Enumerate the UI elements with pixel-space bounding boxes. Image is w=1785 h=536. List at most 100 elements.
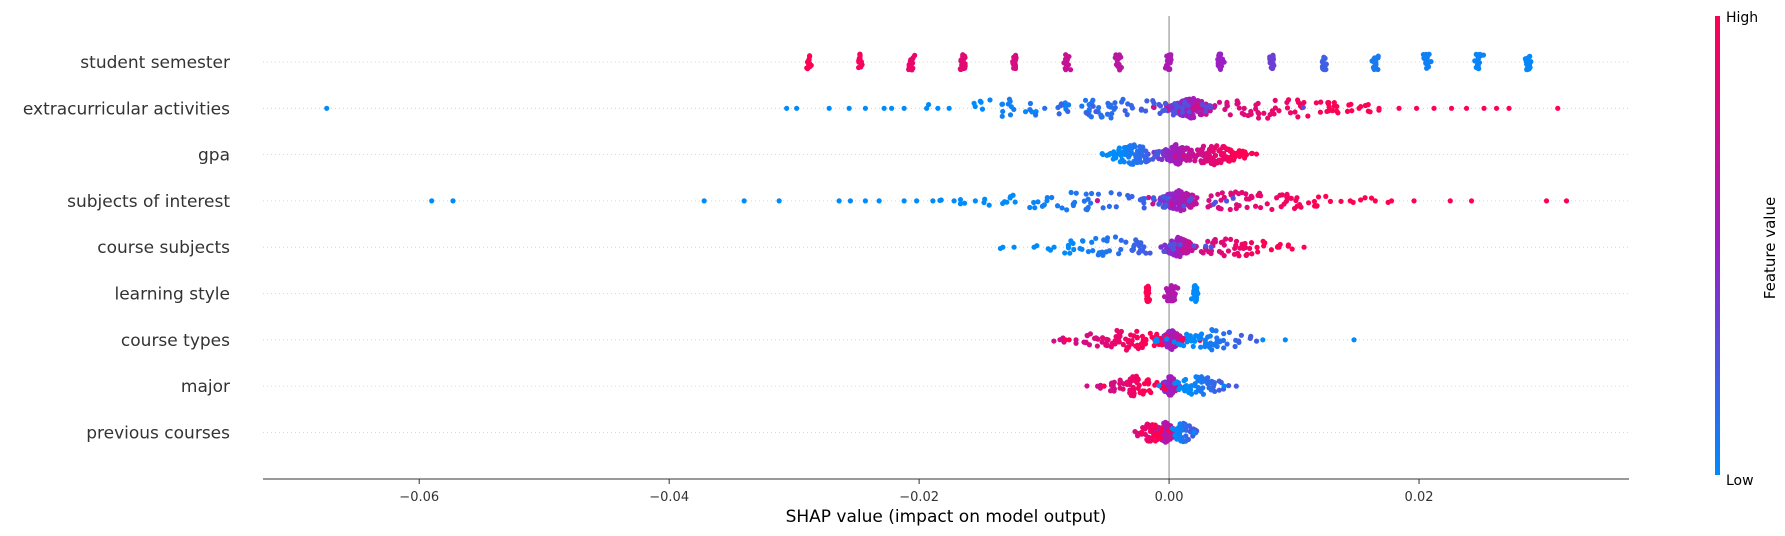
shap-point	[1079, 103, 1085, 109]
shap-point	[1276, 244, 1282, 250]
shap-point	[1216, 99, 1223, 105]
shap-point	[1190, 106, 1196, 112]
shap-point	[1108, 344, 1114, 350]
shap-point	[1271, 111, 1277, 117]
shap-point	[1194, 147, 1201, 153]
shap-point	[1227, 206, 1233, 213]
shap-point	[1285, 97, 1292, 103]
shap-point	[1146, 438, 1152, 444]
shap-point	[1167, 434, 1173, 440]
shap-point	[1356, 105, 1362, 111]
shap-point	[1115, 61, 1121, 68]
shap-point	[1012, 199, 1018, 205]
shap-point	[1208, 143, 1214, 150]
shap-point	[1207, 158, 1214, 164]
shap-point	[1080, 238, 1086, 244]
shap-point	[1099, 339, 1105, 345]
feature-label: major	[181, 377, 230, 397]
shap-point	[1147, 250, 1153, 256]
feature-label: extracurricular activities	[23, 99, 230, 119]
shap-point	[1116, 151, 1122, 157]
shap-point	[1005, 101, 1011, 107]
shap-point	[858, 59, 865, 65]
shap-point	[1282, 337, 1288, 343]
shap-point	[1123, 144, 1129, 151]
shap-point	[1134, 335, 1140, 341]
shap-point	[1295, 97, 1301, 103]
shap-point	[1317, 109, 1324, 115]
shap-point	[1166, 342, 1173, 348]
shap-point	[1292, 109, 1298, 115]
shap-point	[1388, 198, 1395, 204]
shap-point	[1090, 103, 1096, 109]
feature-label: subjects of interest	[67, 192, 230, 212]
shap-point	[938, 197, 944, 203]
shap-point	[1168, 291, 1175, 297]
shap-point	[1120, 341, 1126, 348]
shap-point	[1083, 191, 1089, 197]
shap-point	[1203, 243, 1209, 249]
shap-point	[1481, 105, 1487, 111]
shap-point	[1248, 193, 1254, 199]
shap-point	[1116, 55, 1122, 61]
shap-point	[1200, 385, 1206, 391]
shap-point	[1371, 65, 1377, 71]
shap-point	[1198, 374, 1205, 380]
shap-point	[1268, 247, 1275, 253]
shap-point	[1180, 247, 1186, 254]
shap-point	[836, 198, 842, 204]
shap-point	[1085, 196, 1091, 202]
shap-point	[826, 105, 832, 111]
shap-point	[1119, 157, 1125, 163]
shap-point	[1166, 156, 1173, 162]
shap-point	[1135, 385, 1141, 391]
shap-point	[1210, 201, 1217, 207]
shap-point	[1247, 245, 1253, 252]
shap-point	[1141, 205, 1147, 211]
shap-point	[972, 198, 978, 204]
shap-point	[1265, 115, 1271, 121]
shap-point	[1116, 339, 1122, 345]
shap-point	[1033, 112, 1039, 118]
shap-point	[1218, 60, 1224, 67]
shap-point	[1146, 194, 1152, 201]
shap-point	[1224, 341, 1230, 347]
shap-point	[1200, 150, 1206, 156]
shap-point	[1175, 285, 1181, 291]
shap-point	[1291, 205, 1298, 212]
shap-point	[1007, 195, 1013, 201]
shap-point	[1065, 62, 1072, 68]
shap-point	[1212, 103, 1218, 109]
shap-point	[979, 106, 986, 112]
shap-point	[1202, 342, 1208, 348]
shap-point	[1099, 335, 1106, 341]
shap-point	[978, 99, 984, 105]
shap-point	[1239, 241, 1245, 247]
shap-point	[1362, 102, 1369, 109]
shap-point	[1062, 65, 1068, 72]
shap-point	[1208, 244, 1214, 250]
shap-point	[1101, 383, 1107, 389]
shap-point	[1208, 250, 1214, 257]
x-axis-ticks: −0.06 −0.04 −0.02 0.00 0.02	[399, 479, 1434, 505]
shap-point	[1103, 336, 1110, 342]
shap-point	[1181, 203, 1187, 209]
shap-point	[1145, 284, 1151, 290]
shap-point	[1216, 387, 1222, 393]
shap-point	[1094, 343, 1100, 349]
shap-point	[1199, 101, 1205, 108]
shap-point	[1129, 247, 1136, 253]
shap-point	[1221, 345, 1227, 351]
shap-point	[981, 199, 987, 206]
shap-point	[1447, 198, 1453, 204]
shap-point	[1198, 331, 1205, 337]
shap-point	[1284, 105, 1291, 111]
shap-point	[1248, 111, 1254, 117]
shap-point	[1182, 154, 1188, 161]
shap-point	[1220, 239, 1226, 245]
shap-point	[1116, 251, 1122, 257]
shap-point	[1120, 149, 1126, 156]
shap-point	[1195, 384, 1201, 391]
shap-point	[1236, 148, 1242, 154]
shap-point	[1099, 151, 1105, 157]
